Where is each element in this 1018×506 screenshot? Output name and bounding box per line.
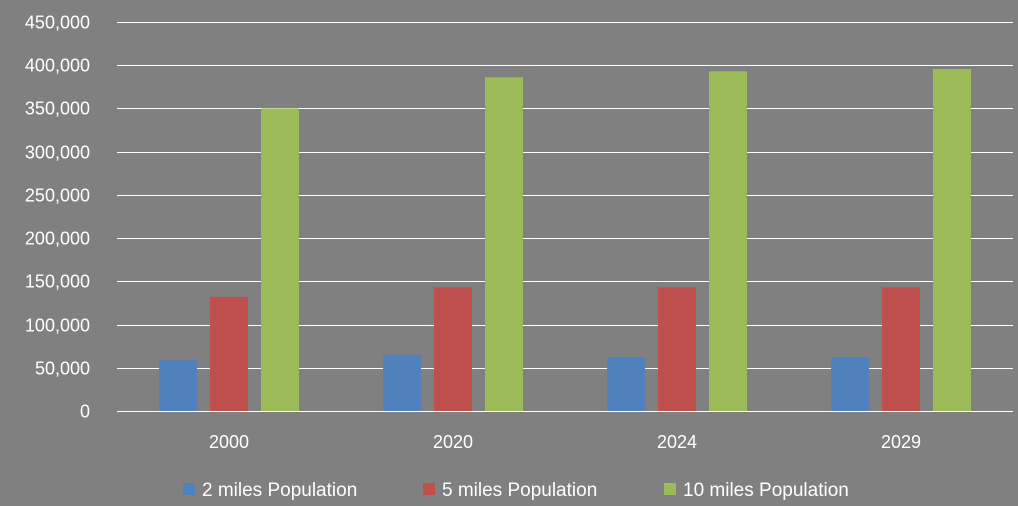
legend-label: 10 miles Population [683, 480, 849, 501]
bar-10-miles-population-2020 [485, 77, 523, 412]
y-tick-label: 350,000 [25, 99, 90, 119]
y-tick-label: 400,000 [25, 56, 90, 76]
y-tick-label: 300,000 [25, 143, 90, 163]
bar-5-miles-population-2024 [658, 287, 696, 411]
y-tick-label: 50,000 [35, 359, 90, 379]
bar-5-miles-population-2000 [210, 296, 248, 411]
y-tick-label: 450,000 [25, 13, 90, 33]
x-tick-label: 2020 [433, 432, 473, 452]
y-tick-label: 150,000 [25, 272, 90, 292]
bars [159, 69, 971, 412]
y-tick-label: 100,000 [25, 316, 90, 336]
legend-swatch [183, 483, 195, 495]
legend-label: 5 miles Population [442, 480, 597, 501]
bar-5-miles-population-2029 [882, 287, 920, 411]
legend-swatch [664, 483, 676, 495]
bar-2-miles-population-2000 [159, 360, 197, 411]
x-tick-label: 2024 [657, 432, 697, 452]
x-tick-label: 2000 [209, 432, 249, 452]
bar-10-miles-population-2024 [709, 71, 747, 412]
y-tick-label: 250,000 [25, 186, 90, 206]
x-axis-ticks: 2000 2020 2024 2029 [209, 432, 921, 452]
bar-2-miles-population-2024 [607, 357, 645, 411]
x-tick-label: 2029 [881, 432, 921, 452]
gridlines [117, 22, 1013, 412]
bar-10-miles-population-2029 [933, 69, 971, 411]
legend: 2 miles Population 5 miles Population 10 m… [183, 480, 849, 501]
y-tick-label: 200,000 [25, 229, 90, 249]
y-axis-ticks: 0 50,000 100,000 150,000 200,000 250,000 300,0… [25, 13, 90, 422]
bar-5-miles-population-2020 [434, 287, 472, 411]
bar-10-miles-population-2000 [261, 108, 299, 412]
legend-label: 2 miles Population [202, 480, 357, 501]
bar-2-miles-population-2020 [383, 354, 421, 411]
bar-2-miles-population-2029 [831, 357, 869, 411]
legend-swatch [423, 483, 435, 495]
y-tick-label: 0 [80, 402, 90, 422]
